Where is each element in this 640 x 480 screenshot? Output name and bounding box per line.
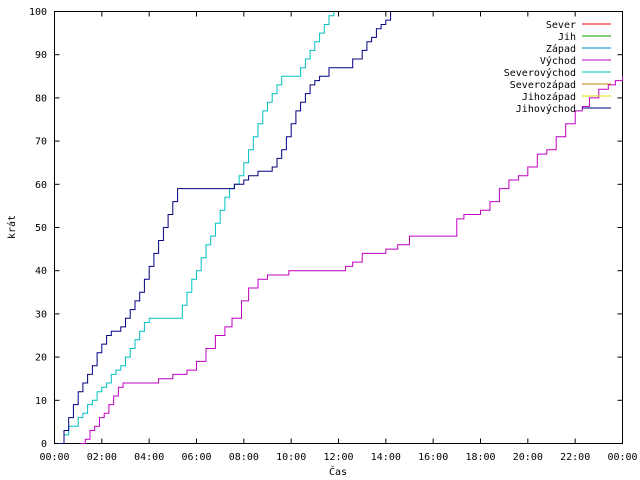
y-tick-label: 60: [35, 180, 47, 191]
x-tick-label: 02:00: [87, 452, 117, 463]
x-tick-label: 00:00: [39, 452, 69, 463]
y-tick-label: 40: [35, 266, 47, 277]
y-tick-label: 20: [35, 353, 47, 364]
x-tick-label: 12:00: [323, 452, 353, 463]
y-tick-label: 100: [29, 7, 47, 18]
y-tick-label: 70: [35, 137, 47, 148]
legend-label: Jihozápad: [522, 91, 576, 103]
x-tick-label: 18:00: [465, 452, 495, 463]
legend: SeverJihZápadVýchodSeverovýchodSeverozáp…: [504, 20, 611, 115]
y-axis-ticks: 0 10 20 30 40 50 60 70 80 90 100: [29, 7, 623, 450]
y-tick-label: 0: [41, 439, 47, 450]
legend-label: Jih: [558, 32, 576, 43]
y-tick-label: 80: [35, 93, 47, 104]
y-tick-label: 10: [35, 396, 47, 407]
x-axis-title: Čas: [329, 465, 347, 478]
x-tick-label: 20:00: [513, 452, 543, 463]
series-line: [80, 76, 623, 444]
series-line: [59, 11, 335, 444]
x-tick-label: 22:00: [560, 452, 590, 463]
x-tick-label: 04:00: [134, 452, 164, 463]
x-tick-label: 06:00: [181, 452, 211, 463]
legend-label: Východ: [540, 55, 576, 67]
legend-label: Jihovýchod: [516, 103, 576, 115]
y-tick-label: 90: [35, 50, 47, 61]
x-tick-label: 00:00: [607, 452, 637, 463]
y-axis-title: krát: [6, 215, 18, 239]
legend-label: Severozápad: [510, 79, 576, 91]
x-tick-label: 08:00: [229, 452, 259, 463]
x-axis-ticks: 00:00 02:00 04:00 06:00 08:00 10:00 12:00 14:00…: [39, 11, 638, 463]
x-tick-label: 14:00: [371, 452, 401, 463]
legend-label: Západ: [546, 43, 576, 55]
series-line: [59, 11, 392, 444]
legend-label: Sever: [546, 20, 576, 31]
y-tick-label: 50: [35, 223, 47, 234]
legend-label: Severovýchod: [504, 67, 576, 79]
x-tick-label: 16:00: [418, 452, 448, 463]
x-tick-label: 10:00: [276, 452, 306, 463]
y-tick-label: 30: [35, 309, 47, 320]
series-layer: [59, 11, 623, 444]
